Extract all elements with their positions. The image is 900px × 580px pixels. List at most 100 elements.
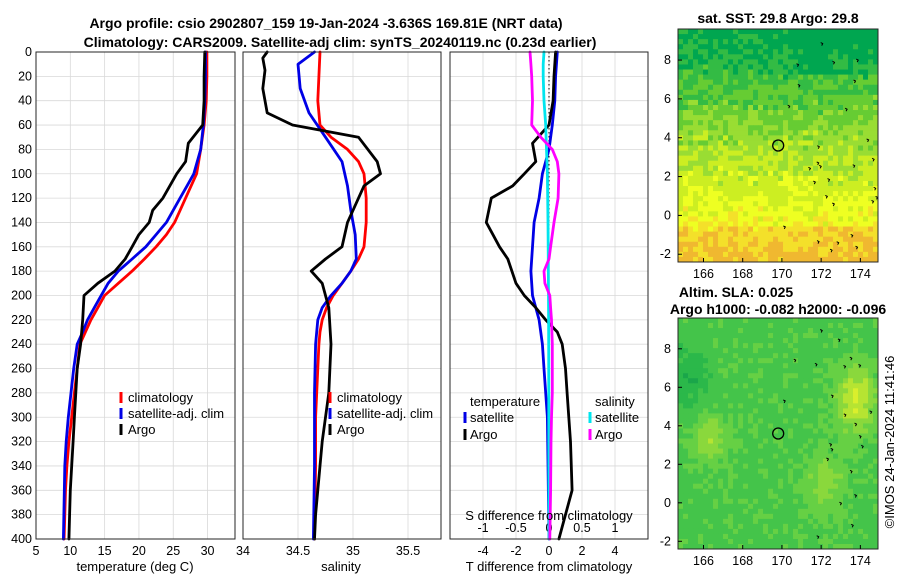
sst-map-cell <box>748 191 754 197</box>
sla-map-cell <box>798 508 804 515</box>
sst-map-cell <box>838 256 844 263</box>
sla-map-cell <box>688 353 694 359</box>
temperature-profile-ytick-label: 120 <box>11 191 32 205</box>
sst-map-cell <box>703 155 709 162</box>
sst-map-cell <box>723 201 729 207</box>
sla-map-cell <box>873 538 879 545</box>
sla-map-cell <box>848 503 854 510</box>
sst-map-cell <box>758 104 764 111</box>
sla-map-cell <box>688 503 694 510</box>
sst-map-cell <box>688 130 694 136</box>
sst-map-cell <box>748 236 754 243</box>
sst-map-cell <box>693 84 699 91</box>
sst-map-cell <box>858 170 864 177</box>
sla-map-cell <box>853 438 859 444</box>
sst-map-island <box>797 83 801 88</box>
sla-map-cell <box>828 343 834 349</box>
sla-map-cell <box>838 493 844 500</box>
sla-map-cell <box>838 433 844 439</box>
sla-map-cell <box>708 398 714 404</box>
sla-map-island <box>854 494 858 498</box>
sst-map-cell <box>783 256 789 263</box>
sla-map-cell <box>728 463 734 470</box>
sla-map-island <box>782 399 786 404</box>
sst-map-cell <box>758 135 764 141</box>
sla-map-cell <box>738 488 744 495</box>
sla-map-cell <box>688 348 694 354</box>
sst-map-cell <box>708 150 714 157</box>
sst-map-cell <box>793 251 799 258</box>
sst-map-cell <box>683 251 689 258</box>
sla-map-cell <box>718 503 724 510</box>
sst-map-cell <box>763 94 769 101</box>
sla-map-cell <box>723 498 729 505</box>
sla-map-cell <box>748 473 754 480</box>
sla-map-cell <box>808 378 814 384</box>
sst-map-cell <box>858 251 864 258</box>
sla-map-cell <box>798 468 804 475</box>
sst-map-cell <box>818 79 824 86</box>
sla-map-cell <box>783 498 789 505</box>
sst-map-island <box>818 164 822 169</box>
temperature-profile-ytick-label: 240 <box>11 337 32 351</box>
sla-map-cell <box>693 458 699 465</box>
sst-map-cell <box>758 54 764 60</box>
sst-map-cell <box>678 191 684 197</box>
sst-map-cell <box>778 241 784 248</box>
sst-map-cell <box>868 29 874 35</box>
sst-map-cell <box>693 211 699 217</box>
sla-map-cell <box>798 418 804 424</box>
sst-map-cell <box>793 165 799 172</box>
sst-map-cell <box>873 79 879 86</box>
sst-map-cell <box>748 115 754 121</box>
sla-map-cell <box>838 348 844 354</box>
sla-map-cell <box>873 328 879 334</box>
sst-map-cell <box>848 251 854 258</box>
sst-map-cell <box>728 221 734 227</box>
sst-map-cell <box>733 34 739 40</box>
sst-map-cell <box>718 216 724 222</box>
sst-map-cell <box>753 69 759 75</box>
sst-map-cell <box>858 180 864 187</box>
sla-map-cell <box>858 408 864 414</box>
sst-map-cell <box>743 64 749 70</box>
sla-map-cell <box>688 363 694 369</box>
sst-map-cell <box>813 69 819 75</box>
sla-map-title-line1: Altim. SLA: 0.025 <box>679 284 794 300</box>
sst-map-cell <box>798 236 804 243</box>
sst-map-cell <box>768 241 774 248</box>
sla-map-cell <box>718 493 724 500</box>
sla-map-cell <box>693 463 699 470</box>
sla-map-cell <box>873 343 879 349</box>
sst-map-cell <box>863 216 869 222</box>
sst-map-cell <box>683 89 689 96</box>
sla-map-cell <box>823 393 829 399</box>
sst-map-cell <box>773 196 779 202</box>
sla-map-cell <box>833 383 839 389</box>
sla-map-cell <box>838 403 844 409</box>
sst-map-cell <box>748 211 754 217</box>
sla-map-cell <box>813 458 819 465</box>
sst-map-cell <box>728 140 734 146</box>
sla-map-cell <box>713 448 719 454</box>
sst-map-cell <box>723 221 729 227</box>
sst-map-cell <box>833 74 839 81</box>
sst-map-cell <box>868 165 874 172</box>
sla-map-cell <box>733 358 739 364</box>
sla-map-cell <box>873 398 879 404</box>
sla-map-cell <box>783 343 789 349</box>
sst-map-cell <box>758 251 764 258</box>
sst-map-cell <box>858 125 864 131</box>
sla-map-cell <box>778 458 784 465</box>
sst-map-cell <box>678 256 684 263</box>
sst-map-cell <box>768 140 774 146</box>
sst-map-cell <box>748 186 754 192</box>
sla-map-cell <box>798 543 804 550</box>
sst-map-cell <box>763 39 769 45</box>
sla-map-cell <box>773 338 779 344</box>
sst-map-cell <box>728 99 734 106</box>
salinity-profile-series-satellite-adj-clim <box>296 50 358 541</box>
sst-map-cell <box>713 175 719 182</box>
sst-map-cell <box>848 160 854 167</box>
sla-map-cell <box>813 373 819 379</box>
